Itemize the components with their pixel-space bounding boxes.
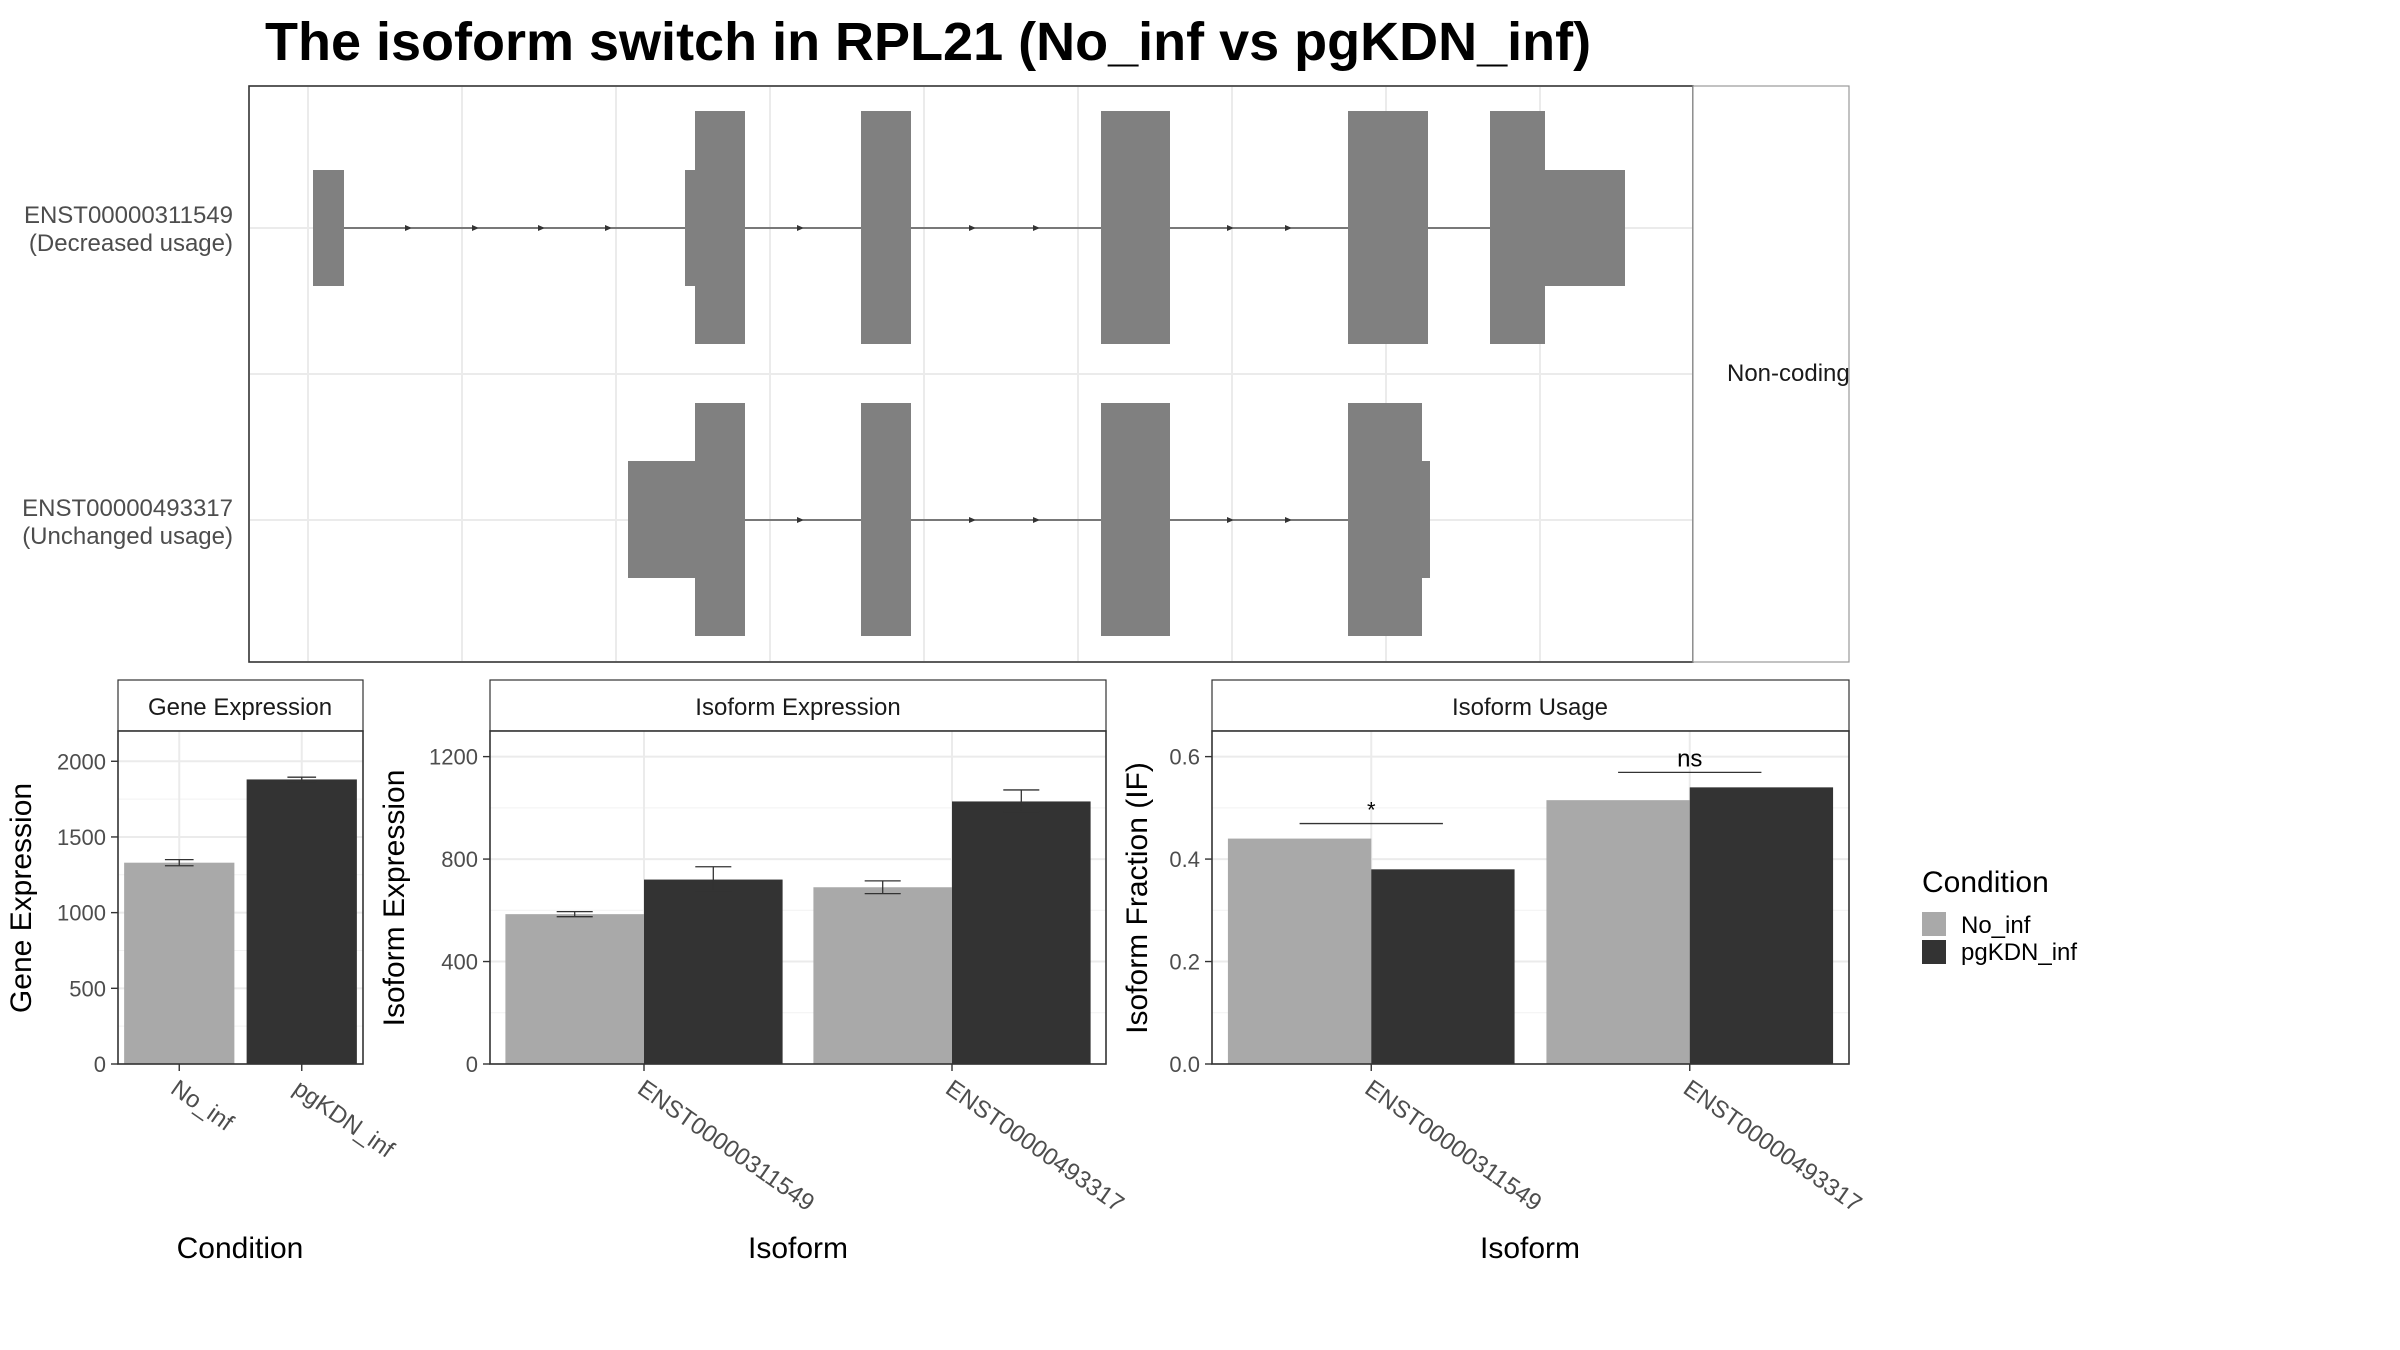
- isoform-usage-strip-label: Isoform Usage: [1452, 694, 1608, 721]
- transcript-2-direction-arrow: [1033, 517, 1040, 523]
- transcript-2-id: ENST00000493317: [22, 495, 233, 522]
- x-tick-label: No_inf: [166, 1075, 239, 1137]
- structure-tracks: [313, 111, 1625, 636]
- x-tick-label: ENST00000493317: [941, 1075, 1129, 1218]
- gene-expression-panel-border: [117, 730, 364, 1065]
- transcript-1-direction-arrow: [405, 225, 412, 231]
- transcript-2-exon: [1348, 403, 1422, 636]
- gene-expression-strip-label: Gene Expression: [148, 694, 332, 721]
- transcript-1-exon: [1490, 111, 1545, 344]
- bar: [813, 887, 952, 1064]
- gene-expression-plot: 0 500 1000 1500 2000 No_inf pgKDN_inf: [57, 731, 399, 1164]
- bar: [1371, 869, 1515, 1064]
- y-tick-label: 1500: [57, 825, 106, 850]
- y-tick-label: 0.0: [1169, 1052, 1200, 1077]
- isoform-usage-strip: [1211, 679, 1850, 732]
- significance-label: ns: [1677, 745, 1702, 772]
- gene-expression-strip: [117, 679, 364, 732]
- legend: Condition No_inf pgKDN_inf: [1922, 866, 2077, 966]
- structure-strip-label: Non-coding: [1727, 360, 1850, 387]
- transcript-2-direction-arrow: [1285, 517, 1292, 523]
- transcript-2-usage: (Unchanged usage): [22, 523, 233, 550]
- isoform-expression-xlabel: Isoform: [748, 1232, 848, 1265]
- gene-expression-ylabel: Gene Expression: [5, 783, 38, 1013]
- y-tick-label: 500: [69, 976, 106, 1001]
- transcript-1-direction-arrow: [797, 225, 804, 231]
- isoform-usage-panel-border: [1211, 730, 1850, 1065]
- x-tick-label: ENST00000493317: [1678, 1075, 1866, 1218]
- isoform-usage-plot: 0.0 0.2 0.4 0.6 ENST00000311549 ENST000004933…: [1169, 731, 1867, 1218]
- isoform-expression-panel: Isoform Expression 0 400 800 1200 ENST000003…: [378, 679, 1129, 1265]
- y-tick-label: 0: [466, 1052, 478, 1077]
- bar: [505, 914, 644, 1064]
- transcript-1-direction-arrow: [472, 225, 479, 231]
- bar: [644, 879, 783, 1064]
- structure-panel: Non-coding ENST00000311549 (Decreased us…: [22, 85, 1850, 663]
- structure-strip: [1692, 85, 1850, 663]
- transcript-1-direction-arrow: [538, 225, 545, 231]
- transcript-2-direction-arrow: [1227, 517, 1234, 523]
- transcript-1-exon: [1101, 111, 1170, 344]
- transcript-1-direction-arrow: [969, 225, 976, 231]
- transcript-1-exon: [1545, 170, 1625, 286]
- legend-swatch-no-inf: [1922, 912, 1946, 936]
- significance-label: *: [1367, 798, 1376, 823]
- bar: [124, 862, 235, 1064]
- bar: [1689, 787, 1834, 1064]
- transcript-1-direction-arrow: [1033, 225, 1040, 231]
- isoform-expression-ylabel: Isoform Expression: [378, 770, 411, 1027]
- bar: [1546, 800, 1690, 1064]
- legend-label-pgkdn-inf: pgKDN_inf: [1961, 939, 2077, 966]
- x-tick-label: ENST00000311549: [1360, 1075, 1547, 1217]
- transcript-1-id: ENST00000311549: [24, 202, 233, 229]
- y-tick-label: 0: [94, 1052, 106, 1077]
- x-tick-label: pgKDN_inf: [288, 1075, 399, 1164]
- isoform-expression-strip-label: Isoform Expression: [695, 694, 900, 721]
- isoform-usage-ylabel: Isoform Fraction (IF): [1121, 762, 1154, 1034]
- y-tick-label: 400: [441, 950, 478, 975]
- transcript-2-exon: [1101, 403, 1170, 636]
- transcript-1-exon: [695, 111, 745, 344]
- transcript-1-direction-arrow: [605, 225, 612, 231]
- transcript-1-exon: [861, 111, 911, 344]
- y-tick-label: 1000: [57, 901, 106, 926]
- x-tick-label: ENST00000311549: [633, 1075, 820, 1217]
- transcript-1-direction-arrow: [1285, 225, 1292, 231]
- isoform-usage-panel: Isoform Usage 0.0 0.2 0.4 0.6 ENST0000031154…: [1121, 679, 1867, 1265]
- bar: [952, 801, 1091, 1064]
- legend-title: Condition: [1922, 866, 2049, 899]
- isoform-expression-strip: [489, 679, 1107, 732]
- gene-expression-xlabel: Condition: [177, 1232, 304, 1265]
- y-tick-label: 1200: [429, 745, 478, 770]
- transcript-1-usage: (Decreased usage): [29, 230, 233, 257]
- legend-label-no-inf: No_inf: [1961, 912, 2031, 939]
- bar: [246, 779, 357, 1064]
- gene-expression-panel: Gene Expression 0 500 1000 1500 2000 No_inf pg…: [5, 679, 399, 1265]
- y-tick-label: 0.2: [1169, 950, 1200, 975]
- figure-title: The isoform switch in RPL21 (No_inf vs p…: [265, 12, 1591, 72]
- transcript-1-direction-arrow: [1227, 225, 1234, 231]
- legend-swatch-pgkdn-inf: [1922, 940, 1946, 964]
- transcript-2-exon: [695, 403, 745, 636]
- y-tick-label: 2000: [57, 749, 106, 774]
- bar: [1227, 838, 1372, 1064]
- y-tick-label: 800: [441, 847, 478, 872]
- transcript-1-exon: [313, 170, 344, 286]
- transcript-1-exon: [1348, 111, 1428, 344]
- transcript-2-exon: [1418, 461, 1430, 578]
- y-tick-label: 0.6: [1169, 745, 1200, 770]
- isoform-usage-xlabel: Isoform: [1480, 1232, 1580, 1265]
- transcript-2-direction-arrow: [969, 517, 976, 523]
- transcript-2-exon: [628, 461, 700, 578]
- y-tick-label: 0.4: [1169, 847, 1200, 872]
- transcript-2-exon: [861, 403, 911, 636]
- isoform-expression-plot: 0 400 800 1200 ENST00000311549 ENST0000049331…: [429, 731, 1129, 1218]
- transcript-2-direction-arrow: [797, 517, 804, 523]
- isoform-expression-panel-border: [489, 730, 1107, 1065]
